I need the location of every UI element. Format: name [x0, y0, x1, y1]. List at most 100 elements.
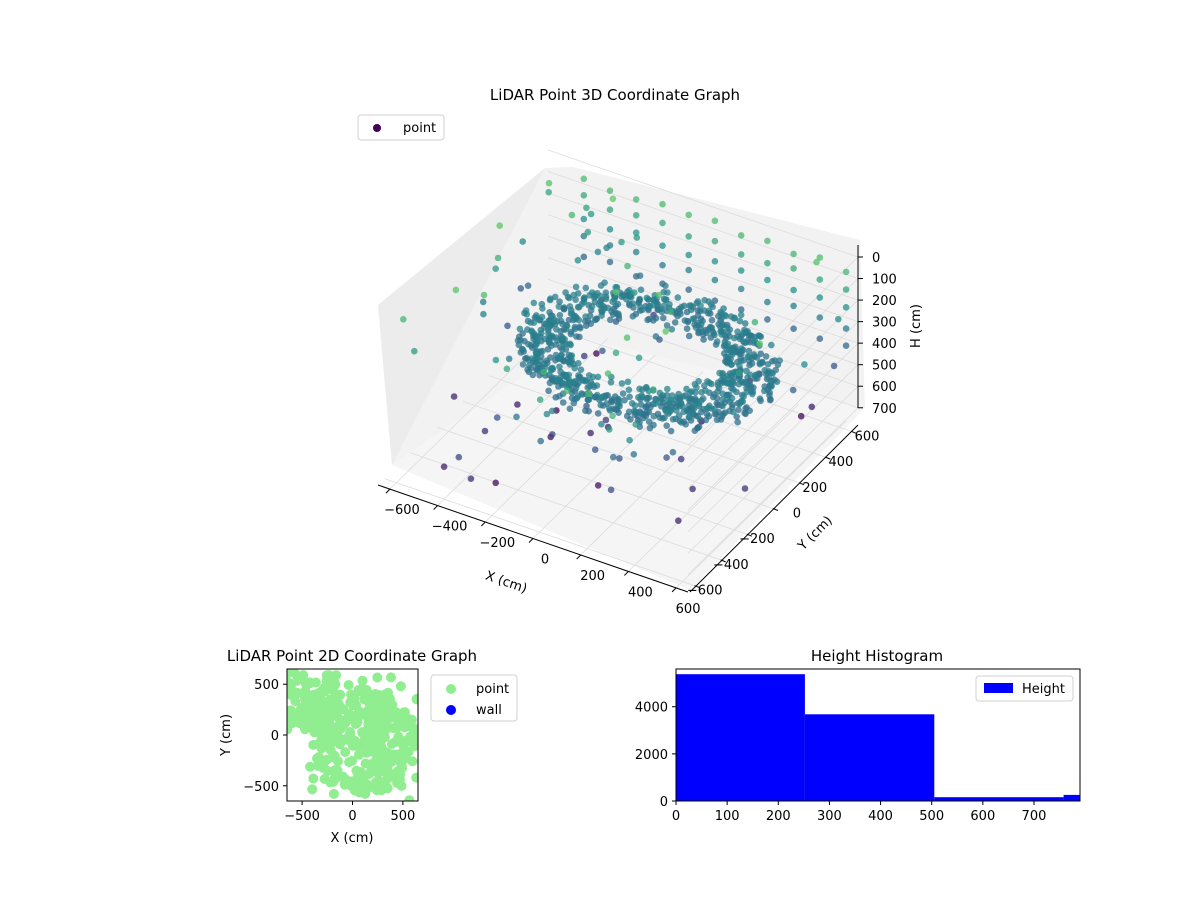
x-tick-label: 300: [817, 809, 842, 824]
data-point-3d: [673, 407, 680, 414]
data-point-3d: [530, 319, 538, 327]
data-point-2d: [410, 730, 418, 741]
data-point-3d: [518, 345, 526, 353]
z-tick-label: 400: [872, 337, 897, 352]
data-point-2d: [355, 686, 366, 697]
data-point-3d: [494, 254, 502, 262]
data-point-3d: [652, 333, 660, 340]
data-point-3d: [776, 357, 783, 364]
data-point-3d: [741, 409, 748, 417]
data-point-3d: [735, 369, 743, 377]
data-point-3d: [745, 347, 753, 355]
data-point-3d: [723, 396, 731, 403]
data-point-3d: [624, 378, 632, 386]
data-point-3d: [519, 238, 526, 245]
data-point-3d: [400, 316, 407, 323]
data-point-3d: [680, 408, 687, 416]
data-point-3d: [816, 335, 824, 343]
data-point-3d: [711, 258, 719, 265]
data-point-3d: [813, 258, 820, 266]
data-point-2d: [411, 772, 418, 783]
data-point-2d: [316, 725, 327, 736]
data-point-3d: [731, 315, 738, 322]
data-point-3d: [737, 232, 745, 239]
legend-3d: point: [357, 114, 445, 141]
data-point-3d: [626, 436, 633, 444]
data-point-2d: [372, 672, 383, 683]
data-point-3d: [741, 485, 749, 492]
y-tick-mark: [746, 533, 753, 537]
data-point-3d: [556, 392, 563, 400]
data-point-2d: [357, 727, 367, 738]
data-point-3d: [711, 237, 719, 245]
data-point-3d: [764, 361, 772, 368]
data-point-3d: [615, 409, 622, 417]
data-point-3d: [709, 393, 717, 401]
data-point-3d: [504, 322, 511, 330]
grid-line: [628, 404, 799, 572]
data-point-3d: [571, 364, 578, 372]
data-point-3d: [730, 369, 737, 376]
data-point-3d: [714, 382, 722, 389]
data-point-2d: [392, 766, 403, 777]
histogram-bar: [804, 714, 935, 801]
y-tick-label: 400: [828, 455, 853, 470]
data-point-3d: [771, 357, 779, 364]
data-point-3d: [667, 396, 674, 404]
y-tick-label: 2000: [635, 748, 668, 763]
data-point-3d: [728, 361, 735, 368]
data-point-3d: [749, 390, 756, 398]
data-point-3d: [545, 317, 553, 325]
data-point-2d: [355, 767, 366, 777]
data-point-3d: [789, 386, 797, 394]
data-point-3d: [697, 302, 704, 309]
data-point-3d: [677, 455, 685, 463]
data-point-3d: [440, 463, 448, 471]
data-point-3d: [683, 325, 691, 333]
data-point-3d: [835, 315, 842, 323]
data-point-3d: [514, 401, 521, 408]
z-tick-label: 700: [872, 402, 897, 417]
data-point-3d: [554, 337, 561, 345]
data-point-2d: [327, 709, 338, 720]
data-point-3d: [669, 448, 677, 456]
data-point-3d: [609, 298, 616, 306]
data-point-3d: [695, 423, 703, 431]
data-point-3d: [685, 211, 692, 219]
data-point-3d: [666, 301, 673, 308]
data-point-3d: [655, 291, 663, 299]
data-point-3d: [580, 175, 588, 183]
data-point-2d: [382, 707, 393, 718]
chart-3d-title: LiDAR Point 3D Coordinate Graph: [490, 86, 740, 104]
x-tick-label: 200: [580, 569, 605, 584]
data-point-3d: [480, 291, 488, 299]
data-point-3d: [549, 431, 556, 438]
legend-2d-point-label: point: [476, 682, 509, 697]
data-point-2d: [338, 719, 349, 730]
data-point-3d: [711, 217, 719, 225]
data-point-3d: [545, 324, 552, 331]
data-point-2d: [308, 773, 319, 784]
data-point-3d: [573, 333, 580, 340]
data-point-3d: [734, 328, 741, 336]
data-point-3d: [662, 282, 669, 290]
data-point-3d: [735, 406, 742, 414]
data-point-3d: [539, 305, 546, 312]
data-point-3d: [741, 379, 748, 386]
y-tick-mark: [851, 430, 857, 434]
data-point-3d: [632, 421, 639, 428]
ticks-2d: −500 −500 0 0 500 500: [243, 678, 415, 824]
x-tick-label: 200: [766, 809, 791, 824]
data-point-3d: [685, 233, 692, 240]
data-point-3d: [751, 318, 759, 326]
legend-3d-box: [357, 114, 445, 141]
data-point-3d: [635, 354, 643, 362]
data-point-2d: [383, 687, 393, 698]
y-tick-label: −600: [687, 584, 723, 599]
x-tick-mark: [480, 521, 486, 527]
data-point-3d: [533, 349, 540, 357]
data-point-3d: [624, 262, 631, 270]
data-point-3d: [580, 192, 588, 199]
data-point-3d: [704, 326, 712, 334]
